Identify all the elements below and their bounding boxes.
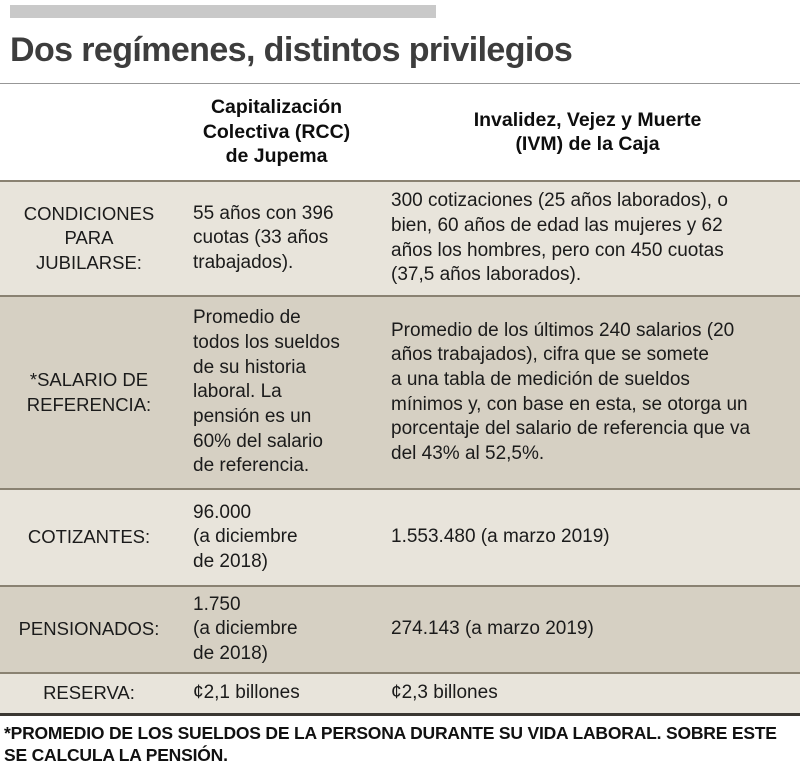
cell-rcc-pensionados: 1.750 (a diciembre de 2018)	[193, 593, 298, 664]
cell-ivm-condiciones: 300 cotizaciones (25 años laborados), o …	[391, 190, 728, 286]
cell-ivm-salario: Promedio de los últimos 240 salarios (20…	[391, 319, 751, 464]
row-label: RESERVA:	[43, 682, 135, 704]
table-row-reserva: RESERVA: ¢2,1 billones ¢2,3 billones	[0, 672, 800, 714]
table-row-condiciones: CONDICIONES PARA JUBILARSE: 55 años con …	[0, 180, 800, 296]
row-label: COTIZANTES:	[27, 526, 151, 548]
cell-ivm-pensionados: 274.143 (a marzo 2019)	[391, 618, 594, 640]
title-divider	[0, 83, 800, 85]
table-header-row: Capitalización Colectiva (RCC) de Jupema…	[0, 84, 800, 181]
column-header-ivm: Invalidez, Vejez y Muerte (IVM) de la Ca…	[473, 108, 702, 156]
footnote: *PROMEDIO DE LOS SUELDOS DE LA PERSONA D…	[4, 723, 777, 765]
row-label: PENSIONADOS:	[18, 618, 160, 640]
table-row-salario: *SALARIO DE REFERENCIA: Promedio de todo…	[0, 295, 800, 489]
cell-rcc-cotizantes: 96.000 (a diciembre de 2018)	[193, 501, 298, 572]
top-accent-bar	[10, 5, 436, 18]
table-row-cotizantes: COTIZANTES: 96.000 (a diciembre de 2018)…	[0, 488, 800, 586]
page-title: Dos regímenes, distintos privilegios	[10, 31, 573, 69]
column-header-rcc: Capitalización Colectiva (RCC) de Jupema	[202, 96, 351, 168]
cell-ivm-cotizantes: 1.553.480 (a marzo 2019)	[391, 526, 610, 548]
cell-rcc-salario: Promedio de todos los sueldos de su hist…	[193, 307, 340, 477]
table-row-pensionados: PENSIONADOS: 1.750 (a diciembre de 2018)…	[0, 585, 800, 673]
cell-rcc-condiciones: 55 años con 396 cuotas (33 años trabajad…	[193, 202, 334, 273]
cell-rcc-reserva: ¢2,1 billones	[193, 682, 300, 704]
row-label: CONDICIONES PARA JUBILARSE:	[23, 202, 155, 273]
cell-ivm-reserva: ¢2,3 billones	[391, 682, 498, 704]
row-label: *SALARIO DE REFERENCIA:	[26, 369, 152, 415]
comparison-table: Capitalización Colectiva (RCC) de Jupema…	[0, 84, 800, 717]
